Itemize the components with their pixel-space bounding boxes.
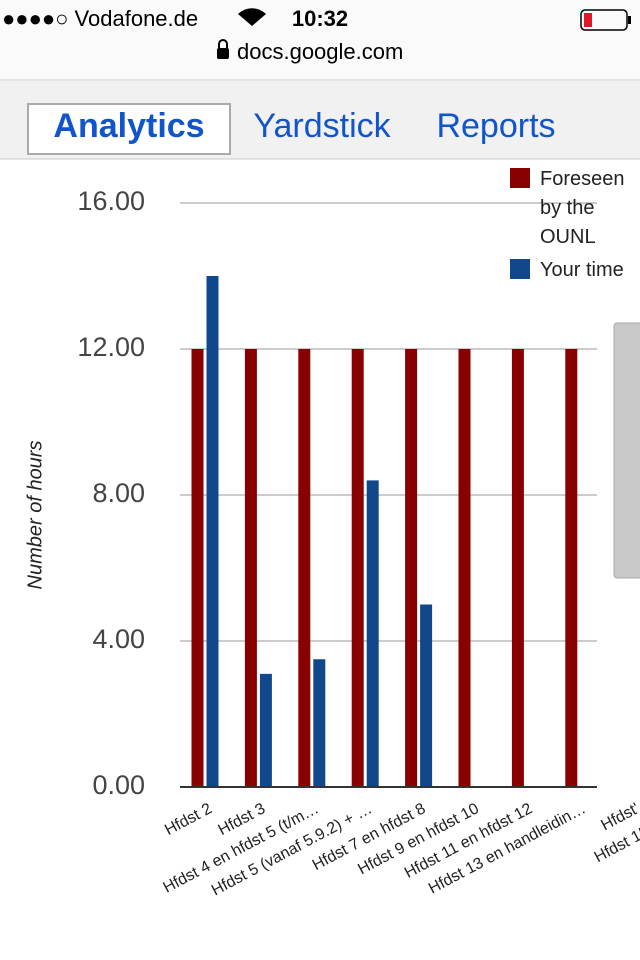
battery-level xyxy=(584,13,592,27)
bar xyxy=(420,604,433,787)
bar xyxy=(206,276,219,787)
y-tick-label: 0.00 xyxy=(92,770,145,800)
battery-icon xyxy=(580,9,628,31)
lock-icon xyxy=(217,48,229,59)
y-axis-title: Number of hours xyxy=(24,441,46,590)
legend-swatch xyxy=(510,168,530,188)
x-tick-label: Hfdst 2 xyxy=(162,800,215,839)
y-tick-label: 12.00 xyxy=(77,332,145,362)
y-tick-label: 4.00 xyxy=(92,624,145,654)
browser-chrome xyxy=(0,0,640,80)
url[interactable]: docs.google.com xyxy=(237,39,403,64)
legend-label: Foreseen by the OUNL xyxy=(540,168,625,248)
scrollbar[interactable] xyxy=(613,322,640,579)
bar xyxy=(351,349,364,787)
tab[interactable]: Reports xyxy=(436,107,555,145)
y-tick-label: 8.00 xyxy=(92,478,145,508)
bar xyxy=(458,349,471,787)
bar xyxy=(298,349,311,787)
y-tick-label: 16.00 xyxy=(77,186,145,216)
carrier: ●●●●○ Vodafone.de xyxy=(2,6,198,31)
legend-label: Your time xyxy=(540,259,624,281)
battery-tip xyxy=(628,16,631,24)
tab[interactable]: Analytics xyxy=(53,107,204,145)
clock: 10:32 xyxy=(292,6,348,31)
bar xyxy=(259,673,272,787)
bar xyxy=(244,349,257,787)
tab[interactable]: Yardstick xyxy=(253,107,391,145)
bar xyxy=(405,349,418,787)
bar xyxy=(313,659,326,787)
wifi-icon xyxy=(238,8,266,27)
lock-shackle xyxy=(218,39,228,48)
active-tab[interactable] xyxy=(27,103,231,155)
legend-swatch xyxy=(510,259,530,279)
bar xyxy=(511,349,524,787)
bar xyxy=(191,349,204,787)
bar xyxy=(565,349,578,787)
bar xyxy=(366,480,379,787)
